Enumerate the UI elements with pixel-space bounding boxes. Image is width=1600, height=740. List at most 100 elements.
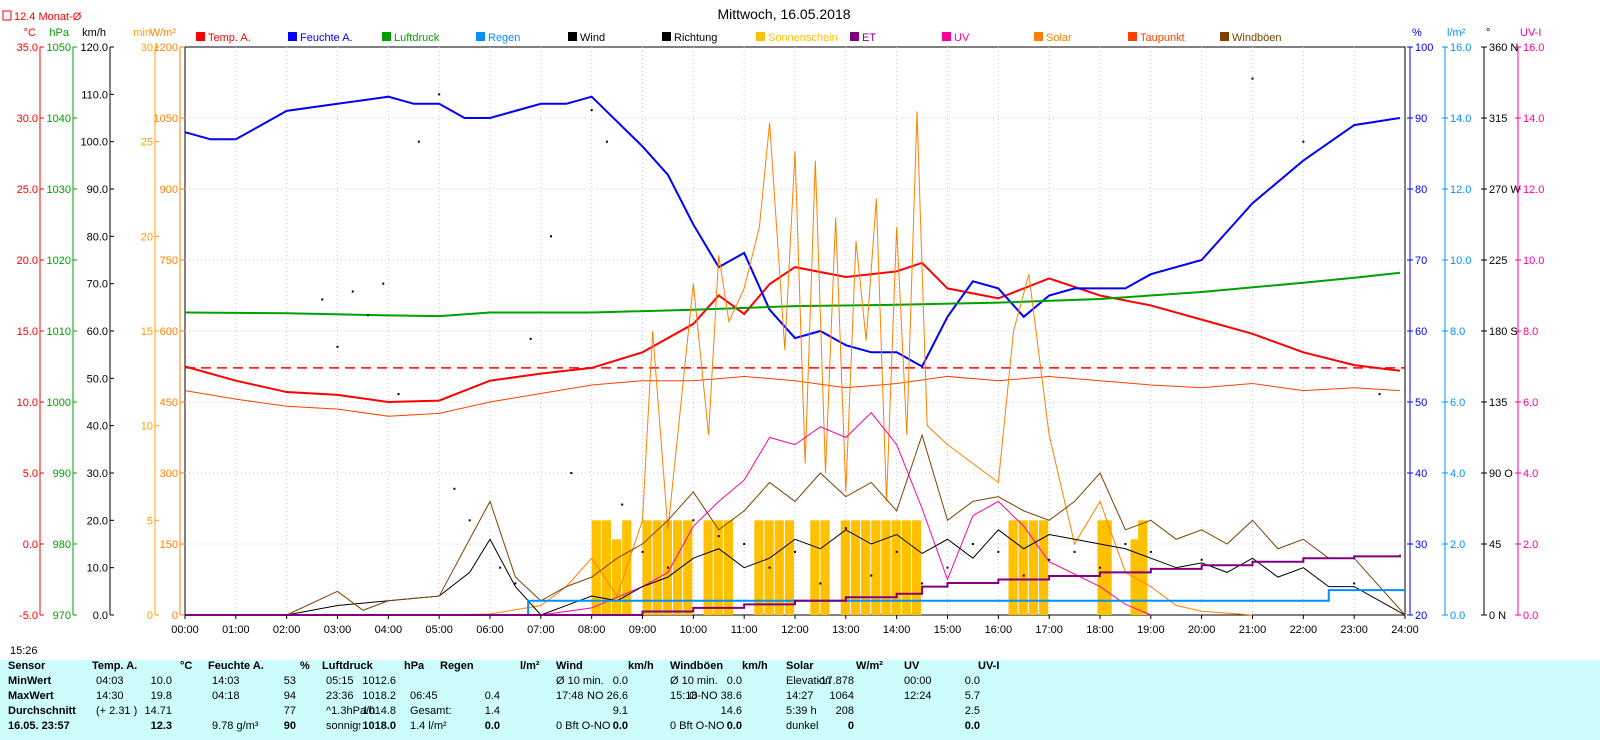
direction-point: [499, 566, 502, 569]
direction-point: [666, 566, 669, 569]
right-axis-tick-label: 135: [1489, 397, 1507, 409]
legend-entry: Sonnenschein: [768, 32, 838, 44]
direction-point: [844, 527, 847, 530]
summary-cell: 05:15: [326, 675, 354, 687]
legend-swatch: [476, 32, 485, 41]
direction-point: [768, 566, 771, 569]
direction-point: [590, 109, 593, 112]
summary-header: Wind: [556, 660, 583, 672]
sunshine-bar: [861, 520, 871, 615]
right-axis-tick-label: 180 S: [1489, 326, 1518, 338]
time-tick-label: 20:00: [1188, 624, 1216, 636]
right-axis-tick-label: 10.0: [1450, 255, 1471, 267]
left-axis-tick-label: 90.0: [87, 184, 108, 196]
summary-cell: 14.6: [720, 705, 742, 717]
left-axis-tick-label: 25.0: [17, 184, 38, 196]
right-axis-tick-label: 16.0: [1523, 42, 1544, 54]
sunshine-bar: [1008, 520, 1018, 615]
summary-cell: 00:00: [904, 675, 932, 687]
summary-cell: 14:27: [786, 690, 814, 702]
legend-entry: ET: [862, 32, 876, 44]
sunshine-bar: [683, 520, 693, 615]
sunshine-bar: [784, 520, 794, 615]
legend-swatch: [1034, 32, 1043, 41]
direction-point: [1251, 77, 1254, 80]
summary-cell: 0.0: [964, 675, 980, 687]
left-axis-tick-label: 5: [147, 515, 153, 527]
left-axis-tick-label: 1200: [154, 42, 178, 54]
weather-chart: 00:00 01:00 02:00 03:00 04:00 05:00 06:00 07:00…: [2, 6, 1544, 636]
time-tick-label: 05:00: [425, 624, 453, 636]
summary-cell: Ø 10 min.: [670, 675, 718, 687]
right-axis-unit: %: [1412, 27, 1422, 39]
right-axis-tick-label: 270 W: [1489, 184, 1521, 196]
sunshine-bar: [591, 520, 601, 615]
direction-point: [605, 140, 608, 143]
summary-cell: ↑1018.0: [356, 720, 396, 732]
summary-cell: 0.0: [964, 720, 980, 732]
right-axis-tick-label: 6.0: [1523, 397, 1538, 409]
left-axis-tick-label: 40.0: [87, 421, 108, 433]
sunshine-bar: [642, 520, 652, 615]
summary-cell: 10.0: [150, 675, 172, 687]
summary-header: Feuchte A.: [208, 660, 264, 672]
left-axis-tick-label: 5.0: [23, 468, 38, 480]
left-axis-tick-label: 50.0: [87, 373, 108, 385]
left-axis-tick-label: 80.0: [87, 231, 108, 243]
summary-cell: 0.0: [726, 720, 742, 732]
right-axis-tick-label: 70: [1415, 255, 1427, 267]
summary-cell: O-NO 38.6: [688, 690, 742, 702]
summary-cell: 0.4: [484, 690, 500, 702]
right-axis-tick-label: 45: [1489, 539, 1501, 551]
time-tick-label: 21:00: [1239, 624, 1267, 636]
legend-entry: Windböen: [1232, 32, 1282, 44]
summary-cell: sonnig: [326, 720, 359, 732]
direction-point: [1353, 582, 1356, 585]
right-axis-tick-label: 20: [1415, 610, 1427, 622]
time-tick-label: 08:00: [578, 624, 606, 636]
summary-cell: 1014.8: [362, 705, 396, 717]
left-axis-unit: °C: [24, 27, 36, 39]
summary-header: hPa: [404, 660, 425, 672]
direction-point: [1099, 566, 1101, 569]
summary-cell: 17:48: [556, 690, 584, 702]
chart-legend: Temp. A. Feuchte A. Luftdruck Regen Wind Rich…: [196, 32, 1282, 44]
left-axis-tick-label: 30: [141, 42, 153, 54]
chart-series: [184, 77, 1406, 616]
direction-point: [1073, 550, 1076, 553]
sunshine-bar: [840, 520, 850, 615]
summary-header: UV-I: [978, 660, 1000, 672]
right-axis-tick-label: 14.0: [1450, 113, 1471, 125]
sunshine-bar: [1018, 520, 1028, 615]
direction-point: [321, 298, 324, 301]
right-axis-tick-label: 80: [1415, 184, 1427, 196]
summary-cell: 12.3: [150, 720, 172, 732]
left-axis-tick-label: 750: [160, 255, 178, 267]
summary-row-label: MinWert: [8, 675, 52, 687]
direction-point: [971, 543, 974, 545]
summary-cell: 5.7: [964, 690, 980, 702]
left-axis-tick-label: 110.0: [81, 89, 108, 101]
legend-entry: Taupunkt: [1140, 32, 1185, 44]
summary-cell: 77: [283, 705, 296, 717]
time-tick-label: 17:00: [1035, 624, 1063, 636]
left-axis-tick-label: 15.0: [17, 326, 38, 338]
summary-header: Luftdruck: [322, 660, 373, 672]
time-tick-label: 03:00: [324, 624, 352, 636]
summary-cell: 1012.6: [362, 675, 396, 687]
direction-point: [1200, 558, 1203, 561]
left-axis-tick-label: 25: [141, 137, 153, 149]
sunshine-bar: [1028, 520, 1038, 615]
time-tick-label: 02:00: [273, 624, 301, 636]
time-tick-label: 22:00: [1290, 624, 1318, 636]
sunshine-bar: [601, 520, 611, 615]
direction-point: [397, 393, 400, 396]
legend-swatch: [942, 32, 951, 41]
direction-point: [529, 337, 532, 340]
right-axis-tick-label: 90 O: [1489, 468, 1513, 480]
summary-cell: ^1.3hPa/h: [326, 705, 376, 717]
series-line-wind: [286, 529, 1406, 616]
right-axis-tick-label: 0 N: [1489, 610, 1506, 622]
left-axis-tick-label: 450: [160, 397, 178, 409]
sunshine-bar: [1130, 539, 1140, 615]
